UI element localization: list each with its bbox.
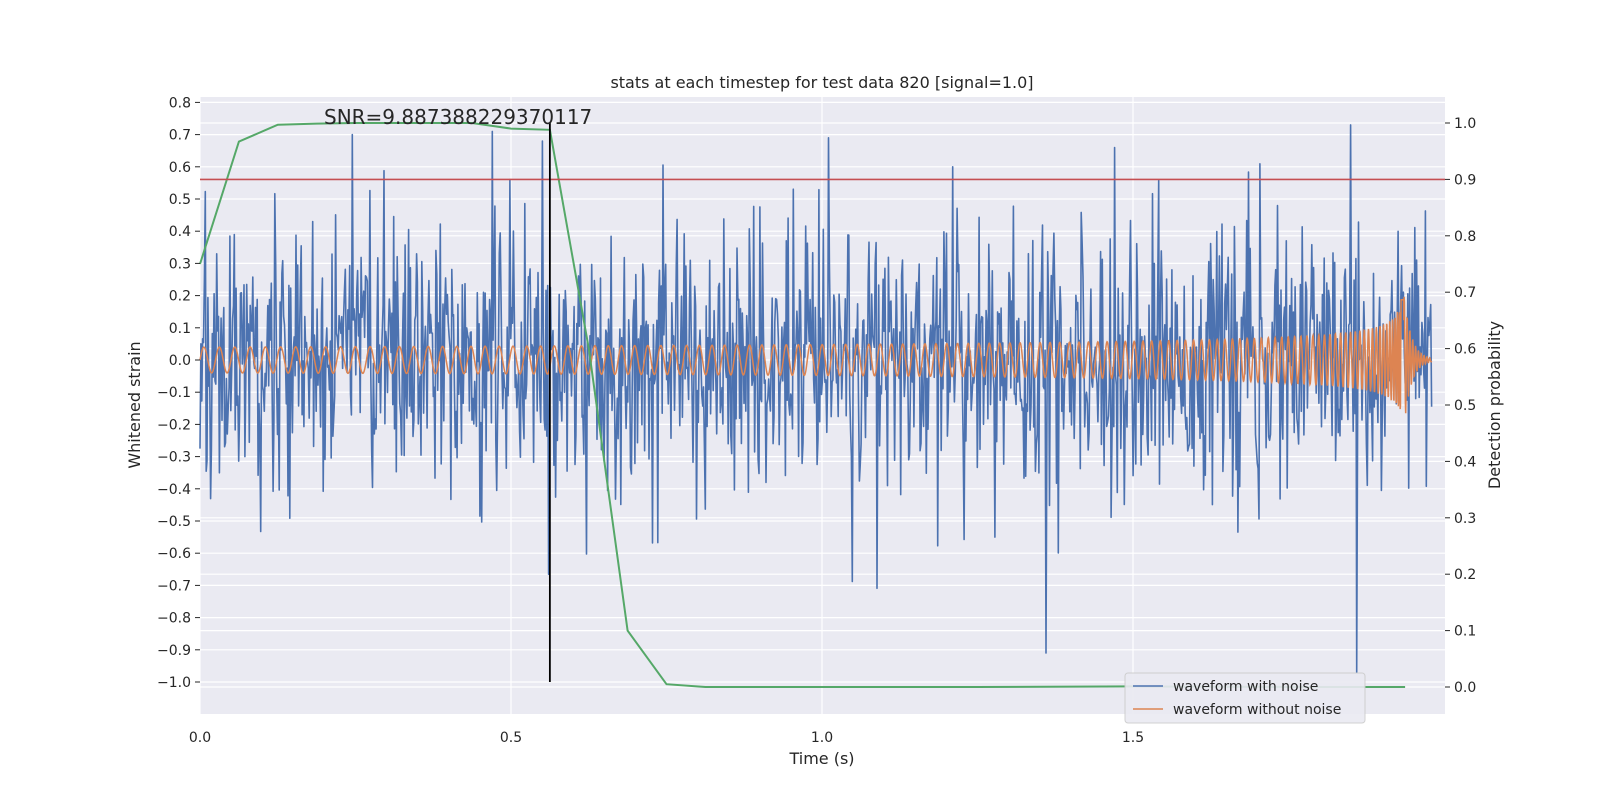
left-tick-label: −0.1 <box>157 385 191 401</box>
chart-title: stats at each timestep for test data 820… <box>610 73 1033 92</box>
left-tick-label: −0.4 <box>157 482 191 498</box>
right-tick-label: 0.7 <box>1454 285 1476 301</box>
right-tick-label: 1.0 <box>1454 116 1476 132</box>
left-tick-label: 0.4 <box>169 224 191 240</box>
y-axis-label-right: Detection probability <box>1485 321 1504 489</box>
legend: waveform with noise waveform without noi… <box>1124 672 1366 724</box>
left-tick-label: −0.7 <box>157 578 191 594</box>
x-tick-label: 0.5 <box>500 730 522 746</box>
right-tick-label: 0.6 <box>1454 342 1476 358</box>
right-tick-label: 0.9 <box>1454 172 1476 188</box>
left-tick-label: −0.3 <box>157 450 191 466</box>
x-tick-label: 1.0 <box>811 730 833 746</box>
left-tick-label: −0.2 <box>157 417 191 433</box>
noise-waveform-line <box>199 124 1433 674</box>
right-tick-label: 0.4 <box>1454 454 1476 470</box>
legend-label-clean: waveform without noise <box>1173 702 1341 718</box>
left-tick-label: −0.6 <box>157 546 191 562</box>
left-tick-label: 0.5 <box>169 192 191 208</box>
clean-series <box>199 296 1433 414</box>
legend-label-noise: waveform with noise <box>1173 679 1318 695</box>
y-axis-label-left: Whitened strain <box>125 341 144 468</box>
left-tick-label: −0.8 <box>157 611 191 627</box>
left-tick-label: −0.5 <box>157 514 191 530</box>
snr-annotation: SNR=9.887388229370117 <box>324 105 592 129</box>
left-tick-label: 0.1 <box>169 321 191 337</box>
noise-series <box>199 124 1433 674</box>
left-tick-label: 0.0 <box>169 353 191 369</box>
right-tick-label: 0.5 <box>1454 398 1476 414</box>
x-tick-label: 1.5 <box>1122 730 1144 746</box>
left-tick-label: 0.3 <box>169 256 191 272</box>
right-tick-label: 0.0 <box>1454 680 1476 696</box>
left-tick-label: 0.6 <box>169 160 191 176</box>
right-tick-label: 0.2 <box>1454 567 1476 583</box>
left-tick-label: −0.9 <box>157 643 191 659</box>
legend-box <box>1124 672 1366 724</box>
ticks: 0.0 0.5 1.0 1.5 0.8 0.7 0.6 0.5 0.4 0.3 0.2 0.1 0.0 −… <box>157 95 1476 746</box>
right-tick-label: 0.3 <box>1454 511 1476 527</box>
probability-series <box>199 122 1406 688</box>
x-tick-label: 0.0 <box>189 730 211 746</box>
left-tick-label: 0.7 <box>169 128 191 144</box>
detection-probability-line <box>199 122 1406 688</box>
clean-waveform-line <box>199 296 1433 414</box>
right-tick-label: 0.8 <box>1454 229 1476 245</box>
right-tick-label: 0.1 <box>1454 624 1476 640</box>
left-tick-label: 0.8 <box>169 95 191 111</box>
x-axis-label: Time (s) <box>788 749 854 768</box>
left-tick-label: −1.0 <box>157 675 191 691</box>
left-tick-label: 0.2 <box>169 289 191 305</box>
annotations <box>200 123 1445 682</box>
